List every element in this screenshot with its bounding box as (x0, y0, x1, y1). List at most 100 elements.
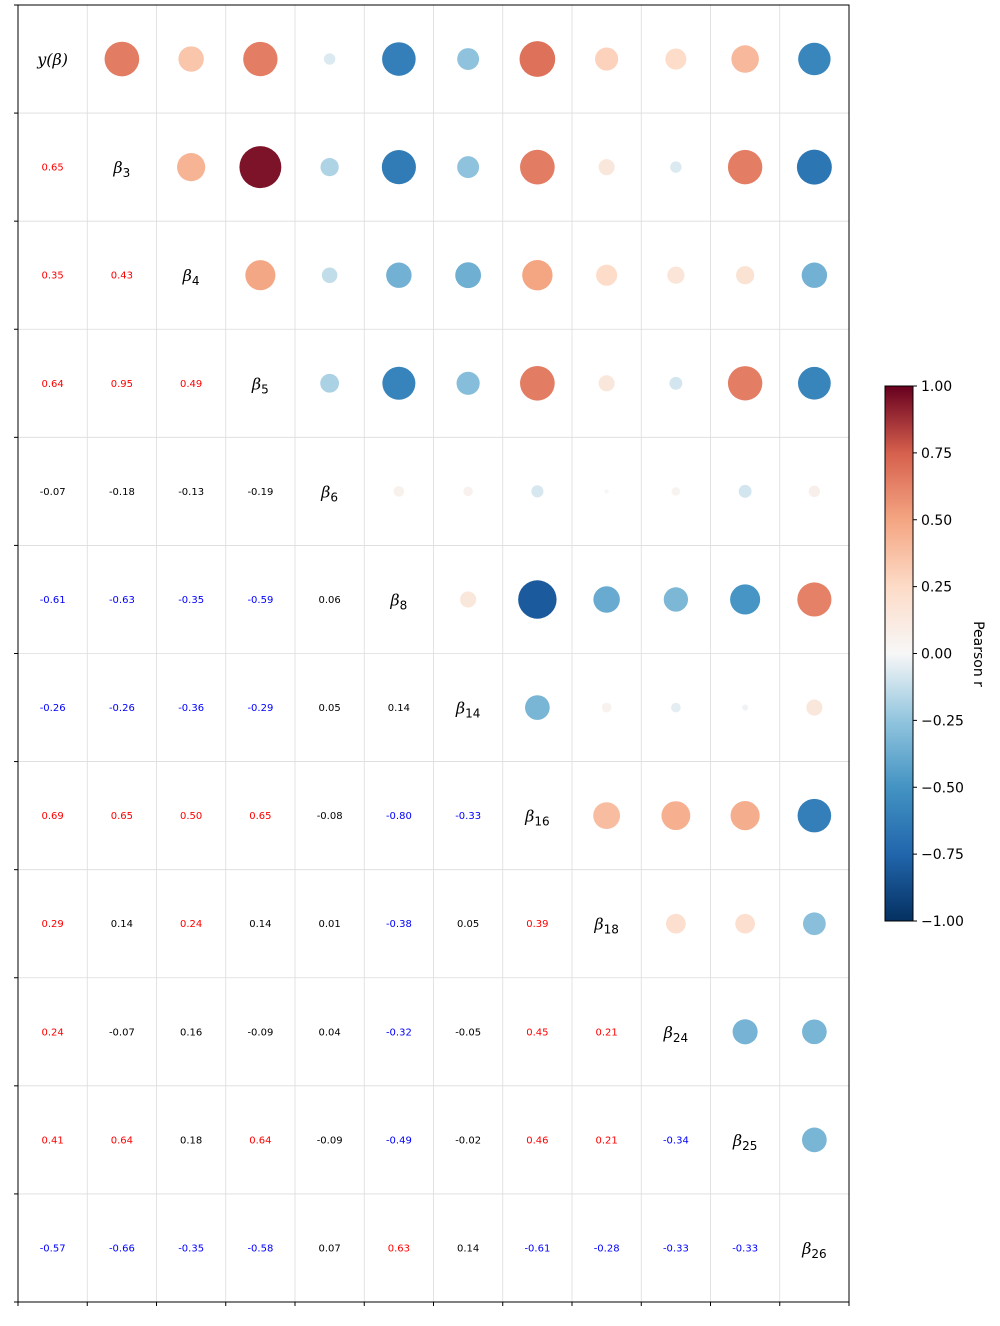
colorbar-tick-label: −0.50 (921, 780, 964, 796)
colorbar-tick-label: 0.25 (921, 580, 952, 596)
correlation-value: -0.19 (247, 487, 273, 498)
correlation-circle (731, 45, 759, 73)
correlation-circle (386, 262, 412, 288)
correlation-circle (742, 704, 749, 711)
colorbar-label: Pearson r (970, 621, 986, 687)
correlation-circle (669, 376, 683, 390)
correlation-value: 0.29 (41, 919, 63, 930)
colorbar-tick-label: −1.00 (921, 914, 964, 930)
correlation-circle (243, 41, 278, 77)
correlation-circle (382, 42, 416, 76)
correlation-circle (320, 373, 339, 393)
correlation-value: -0.33 (455, 811, 481, 822)
correlation-circle (730, 801, 760, 831)
variable-label: β16 (524, 807, 550, 829)
correlation-value: -0.80 (386, 811, 412, 822)
correlation-circle (796, 149, 832, 185)
correlation-value: 0.50 (180, 811, 202, 822)
correlation-circle (727, 366, 763, 401)
correlation-value: 0.21 (595, 1027, 617, 1038)
correlation-circle (604, 489, 609, 494)
correlation-labels: y(β) 0.65 β3 0.35 0.43 β4 0.64 0.95 0.49 β5 -0.07 -… (36, 50, 826, 1261)
correlation-circle (522, 260, 553, 291)
colorbar-tick-label: 1.00 (921, 379, 952, 395)
correlation-value: 0.65 (249, 811, 271, 822)
correlation-value: 0.06 (318, 595, 340, 606)
colorbar: 1.00 0.75 0.50 0.25 0.00 −0.25 −0.50 −0.75 −1.00… (884, 379, 986, 930)
correlation-circle (802, 1127, 827, 1153)
correlation-circle (178, 46, 204, 72)
correlation-value: 0.45 (526, 1027, 548, 1038)
correlation-circles (104, 41, 832, 1153)
correlation-circle (808, 485, 821, 498)
correlation-circle (457, 48, 480, 71)
correlation-circle (802, 1019, 827, 1045)
correlation-circle (393, 486, 405, 497)
correlation-value: 0.64 (111, 1135, 133, 1146)
correlation-value: 0.35 (41, 271, 63, 282)
correlation-value: -0.02 (455, 1135, 481, 1146)
correlation-value: 0.14 (388, 703, 410, 714)
correlation-circle (525, 695, 550, 720)
correlation-value: 0.46 (526, 1135, 548, 1146)
correlation-circle (738, 484, 752, 498)
correlation-value: 0.04 (318, 1027, 340, 1038)
correlation-value: -0.29 (247, 703, 273, 714)
correlation-value: 0.43 (111, 271, 133, 282)
variable-label: β3 (112, 158, 130, 180)
colorbar-gradient (884, 385, 914, 922)
correlation-value: 0.65 (111, 811, 133, 822)
correlation-value: -0.34 (663, 1135, 689, 1146)
colorbar-tick-label: 0.00 (921, 647, 952, 663)
correlation-circle (321, 267, 338, 283)
correlation-value: 0.21 (595, 1135, 617, 1146)
correlation-circle (320, 158, 339, 177)
correlation-value: 0.41 (41, 1135, 63, 1146)
colorbar-tick-label: −0.75 (921, 847, 964, 863)
colorbar-tick-label: 0.75 (921, 446, 952, 462)
correlation-circle (460, 591, 477, 608)
correlation-value: -0.59 (247, 595, 273, 606)
correlation-circle (798, 42, 831, 76)
correlation-circle (802, 912, 826, 936)
colorbar-ticks: 1.00 0.75 0.50 0.25 0.00 −0.25 −0.50 −0.75 −1.00 (913, 379, 964, 930)
correlation-circle (595, 47, 619, 71)
variable-label: β24 (663, 1023, 689, 1045)
correlation-value: -0.63 (109, 595, 135, 606)
correlation-value: -0.33 (663, 1243, 689, 1254)
correlation-value: 0.65 (41, 163, 63, 174)
correlation-circle (519, 41, 556, 77)
correlation-circle (455, 262, 482, 289)
correlation-circle (323, 53, 336, 65)
correlation-circle (665, 48, 687, 70)
variable-label: β25 (732, 1131, 758, 1153)
correlation-circle (727, 149, 763, 185)
correlation-circle (239, 146, 282, 189)
correlation-value: 0.18 (180, 1135, 202, 1146)
correlation-value: 0.95 (111, 379, 133, 390)
correlation-circle (661, 801, 691, 831)
correlation-value: 0.64 (249, 1135, 271, 1146)
correlation-value: -0.28 (594, 1243, 620, 1254)
correlation-circle (801, 262, 828, 288)
variable-label: β6 (320, 482, 338, 504)
correlation-value: -0.61 (524, 1243, 550, 1254)
correlation-value: -0.49 (386, 1135, 412, 1146)
correlation-value: 0.49 (180, 379, 202, 390)
correlation-circle (457, 156, 480, 179)
correlation-value: -0.36 (178, 703, 204, 714)
variable-label: β4 (182, 266, 200, 288)
colorbar-tick-label: −0.25 (921, 713, 964, 729)
correlation-circle (598, 159, 615, 176)
correlation-value: -0.13 (178, 487, 204, 498)
correlation-circle (671, 702, 681, 713)
correlation-value: 0.05 (457, 919, 479, 930)
correlation-value: -0.07 (109, 1027, 135, 1038)
correlation-circle (671, 487, 681, 496)
correlation-circle (593, 586, 620, 613)
correlation-circle (797, 582, 832, 617)
correlation-value: 0.63 (388, 1243, 410, 1254)
correlation-value: -0.26 (109, 703, 135, 714)
correlation-value: -0.66 (109, 1243, 135, 1254)
variable-label: β18 (593, 915, 619, 937)
